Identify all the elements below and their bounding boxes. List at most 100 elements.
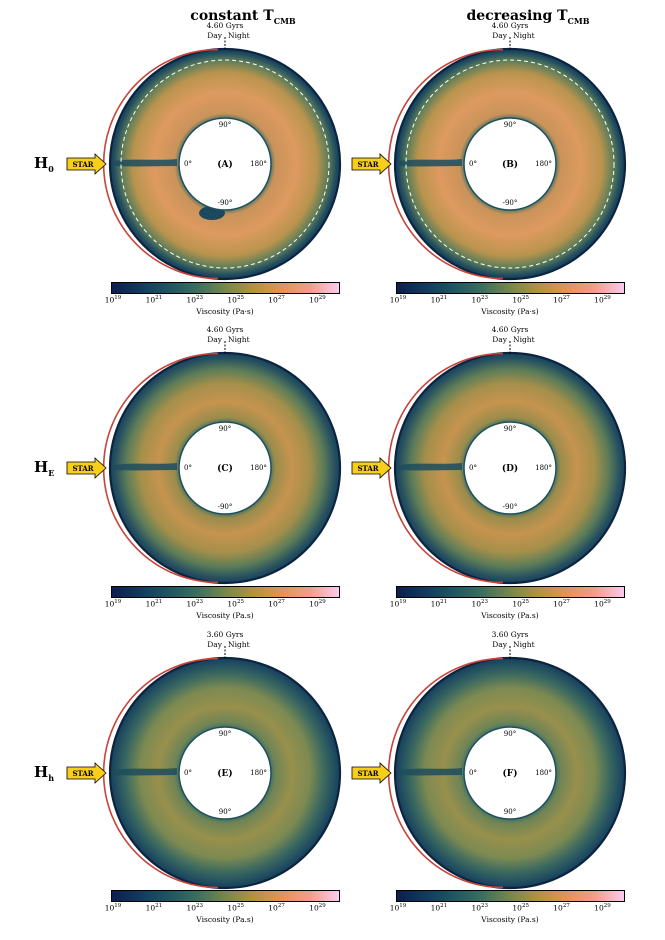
day-label: Day: [207, 335, 222, 344]
angle-bottom: -90°: [218, 503, 233, 511]
core-disk: [178, 117, 272, 211]
row-label-h0: H0: [34, 154, 54, 174]
star-label: STAR: [72, 464, 93, 473]
column-header-text: constant T: [190, 8, 274, 24]
angle-left: 0°: [184, 769, 192, 777]
colorbar-tick-label: 1021: [430, 599, 448, 609]
column-header-decreasing: decreasing TCMB: [398, 8, 658, 26]
colorbar-tick-label: 1025: [512, 903, 529, 913]
column-header-sub: CMB: [567, 15, 590, 26]
colorbar-tick-label: 1019: [104, 295, 122, 305]
angle-left: 0°: [469, 769, 477, 777]
time-label: 4.60 Gyrs: [207, 21, 244, 30]
colorbar-title: Viscosity (Pa.s): [196, 611, 254, 620]
colorbar-tick-label: 1023: [186, 295, 204, 305]
night-label: Night: [228, 640, 250, 649]
colorbar-tick-label: 1027: [553, 295, 570, 305]
colorbar-tick-label: 1019: [389, 599, 407, 609]
panel-letter: (F): [503, 768, 518, 779]
colorbar-title: Viscosity (Pa·s): [481, 307, 539, 316]
angle-bottom: 90°: [504, 808, 516, 816]
time-label: 4.60 Gyrs: [207, 325, 244, 334]
angle-right: 180°: [250, 160, 267, 168]
colorbar-tick-label: 1025: [512, 295, 529, 305]
colorbar-tick-label: 1023: [186, 599, 204, 609]
night-label: Night: [228, 31, 250, 40]
star-label: STAR: [72, 160, 93, 169]
dashed-reference-ring: [120, 59, 330, 269]
angle-left: 0°: [469, 464, 477, 472]
dashed-reference-ring: [405, 59, 615, 269]
colorbar-tick-label: 1029: [309, 599, 326, 609]
cold-plume: [114, 768, 177, 776]
colorbar-tick-label: 1025: [227, 599, 244, 609]
viscosity-colorbar: [396, 586, 625, 598]
day-label: Day: [492, 31, 507, 40]
viscosity-colorbar: [111, 586, 340, 598]
panel-letter: (A): [217, 159, 233, 170]
star-label: STAR: [357, 464, 378, 473]
cold-plume: [399, 463, 462, 471]
colorbar-tick-label: 1019: [104, 599, 122, 609]
viscosity-colorbar: [396, 282, 625, 294]
angle-top: 90°: [219, 730, 231, 738]
angle-right: 180°: [250, 464, 267, 472]
colorbar-title: Viscosity (Pa.s): [481, 611, 539, 620]
angle-bottom: -90°: [218, 199, 233, 207]
colorbar-tick-label: 1029: [594, 599, 611, 609]
column-header-sub: CMB: [273, 15, 296, 26]
colorbar-tick-label: 1021: [430, 295, 448, 305]
colorbar-title: Viscosity (Pa·s): [196, 307, 254, 316]
cold-plume: [399, 768, 462, 776]
viscosity-colorbar: [396, 890, 625, 902]
time-label: 3.60 Gyrs: [492, 630, 529, 639]
star-label: STAR: [357, 769, 378, 778]
panel-letter: (B): [502, 159, 518, 170]
star-label: STAR: [72, 769, 93, 778]
star-arrow-icon: [351, 457, 392, 479]
colorbar-tick-label: 1027: [268, 295, 285, 305]
cold-plume: [114, 159, 177, 167]
colorbar-tick-label: 1029: [309, 295, 326, 305]
colorbar-title: Viscosity (Pa.s): [481, 915, 539, 924]
core-disk: [178, 726, 272, 820]
colorbar-tick-label: 1021: [145, 599, 163, 609]
column-header-constant: constant TCMB: [113, 8, 373, 26]
angle-right: 180°: [250, 769, 267, 777]
angle-right: 180°: [535, 769, 552, 777]
day-label: Day: [492, 335, 507, 344]
colorbar-tick-label: 1019: [389, 903, 407, 913]
core-disk: [463, 421, 557, 515]
colorbar-tick-label: 1029: [594, 903, 611, 913]
cold-plume: [114, 463, 177, 471]
viscosity-colorbar: [111, 890, 340, 902]
angle-top: 90°: [219, 425, 231, 433]
night-label: Night: [513, 640, 535, 649]
time-label: 4.60 Gyrs: [492, 325, 529, 334]
colorbar-tick-label: 1025: [227, 295, 244, 305]
colorbar-tick-label: 1025: [512, 599, 529, 609]
colorbar-tick-label: 1019: [104, 903, 122, 913]
night-label: Night: [513, 335, 535, 344]
night-label: Night: [228, 335, 250, 344]
angle-top: 90°: [504, 425, 516, 433]
angle-bottom: 90°: [219, 808, 231, 816]
colorbar-tick-label: 1027: [553, 903, 570, 913]
panel-letter: (D): [502, 463, 518, 474]
colorbar-tick-label: 1023: [471, 599, 489, 609]
core-disk: [463, 726, 557, 820]
time-label: 4.60 Gyrs: [492, 21, 529, 30]
colorbar-tick-label: 1023: [186, 903, 204, 913]
colorbar-tick-label: 1021: [145, 903, 163, 913]
angle-left: 0°: [184, 464, 192, 472]
colorbar-tick-label: 1023: [471, 903, 489, 913]
column-header-text: decreasing T: [466, 8, 568, 24]
angle-left: 0°: [469, 160, 477, 168]
colorbar-tick-label: 1029: [594, 295, 611, 305]
colorbar-tick-label: 1029: [309, 903, 326, 913]
